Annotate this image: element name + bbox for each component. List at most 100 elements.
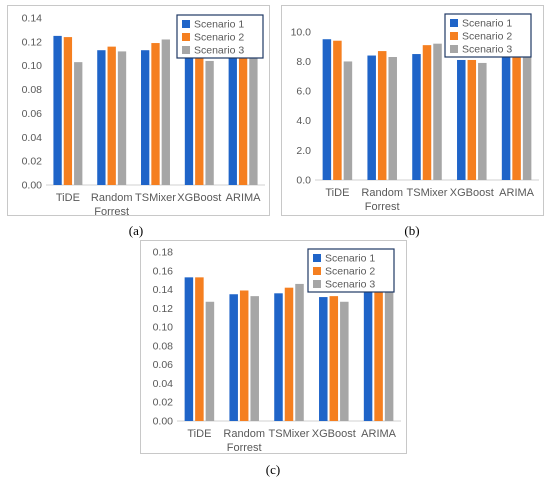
y-tick-label: 0.12 <box>22 36 43 48</box>
y-tick-label: 0.08 <box>22 84 43 96</box>
x-tick-label: Random <box>91 192 133 204</box>
bar-scenario-2 <box>195 277 204 421</box>
x-tick-label: TSMixer <box>407 187 448 199</box>
bar-scenario-2 <box>374 276 383 421</box>
x-tick-label: TSMixer <box>135 192 176 204</box>
x-tick-label: Random <box>361 187 403 199</box>
legend-swatch <box>313 267 321 275</box>
legend-swatch <box>313 254 321 262</box>
bar-scenario-2 <box>377 51 387 180</box>
legend-swatch <box>182 33 190 41</box>
x-tick-label: ARIMA <box>361 428 397 440</box>
x-tick-label: Forrest <box>94 206 129 217</box>
bar-scenario-1 <box>184 277 194 421</box>
y-tick-label: 0.14 <box>22 13 43 25</box>
bar-scenario-3 <box>161 39 170 185</box>
y-tick-label: 2.0 <box>296 145 311 157</box>
x-tick-label: XGBoost <box>450 187 494 199</box>
x-tick-label: Random <box>223 428 265 440</box>
y-tick-label: 4.0 <box>296 115 311 127</box>
legend-label: Scenario 2 <box>325 266 375 278</box>
bar-scenario-3 <box>205 60 214 185</box>
y-tick-label: 0.12 <box>153 303 174 315</box>
y-tick-label: 0.10 <box>153 322 174 334</box>
y-tick-label: 0.14 <box>153 284 174 296</box>
legend-label: Scenario 3 <box>194 45 244 57</box>
bar-scenario-3 <box>478 62 487 180</box>
bar-scenario-2 <box>467 59 477 180</box>
y-tick-label: 0.04 <box>153 378 174 390</box>
bar-scenario-2 <box>333 40 342 181</box>
bar-scenario-1 <box>412 54 421 180</box>
bar-scenario-1 <box>228 35 237 185</box>
legend-box <box>176 14 264 59</box>
chart-panel-b: 0.0 2.0 4.0 6.0 8.0 10.0 TiDE Random Forrest TSMi… <box>281 5 544 216</box>
bar-scenario-3 <box>340 301 349 421</box>
bar-scenario-2 <box>239 290 249 421</box>
bar-scenario-1 <box>53 35 62 185</box>
y-tick-label: 8.0 <box>296 56 311 68</box>
legend-box <box>444 13 532 58</box>
bar-scenario-2 <box>63 37 73 186</box>
bar-scenario-1 <box>319 297 328 421</box>
y-tick-label: 0.08 <box>153 340 174 352</box>
bar-scenario-2 <box>329 296 339 421</box>
y-tick-label: 6.0 <box>296 86 311 98</box>
bar-scenario-1 <box>184 56 194 185</box>
y-tick-label: 0.04 <box>22 132 43 144</box>
x-tick-label: ARIMA <box>226 192 262 204</box>
bar-scenario-1 <box>97 50 106 186</box>
y-tick-label: 0.02 <box>22 156 43 168</box>
bar-scenario-1 <box>274 293 283 421</box>
x-tick-label: XGBoost <box>312 428 356 440</box>
x-tick-label: TSMixer <box>269 428 310 440</box>
y-tick-label: 0.10 <box>22 60 43 72</box>
legend-label: Scenario 2 <box>194 32 244 44</box>
bar-scenario-3 <box>295 283 304 421</box>
x-tick-label: TiDE <box>56 192 80 204</box>
legend-label: Scenario 2 <box>462 31 512 43</box>
chart-panel-a: 0.00 0.02 0.04 0.06 0.08 0.10 0.12 0.14 TiDE Rand… <box>7 5 270 217</box>
y-tick-label: 0.00 <box>153 416 174 428</box>
bar-scenario-3 <box>250 296 259 421</box>
bar-scenario-1 <box>367 55 376 180</box>
bar-scenario-3 <box>74 62 83 185</box>
legend-label: Scenario 3 <box>325 279 375 291</box>
legend-label: Scenario 1 <box>462 18 512 30</box>
bar-scenario-2 <box>238 29 248 186</box>
legend-label: Scenario 1 <box>194 19 244 31</box>
x-tick-label: Forrest <box>227 442 262 454</box>
y-tick-label: 0.16 <box>153 265 174 277</box>
bar-scenario-1 <box>229 294 238 421</box>
bar-scenario-3 <box>384 276 394 421</box>
bar-scenario-3 <box>249 29 258 186</box>
bar-scenario-2 <box>284 287 294 421</box>
bar-scenario-3 <box>343 61 353 181</box>
caption-b: (b) <box>404 223 420 238</box>
legend-label: Scenario 1 <box>325 253 375 265</box>
x-tick-label: ARIMA <box>499 187 534 199</box>
legend-swatch <box>450 19 458 27</box>
caption-c: (c) <box>265 462 281 477</box>
bar-scenario-1 <box>141 50 150 186</box>
x-tick-label: XGBoost <box>177 192 221 204</box>
legend-label: Scenario 3 <box>462 44 512 56</box>
bar-scenario-1 <box>363 280 373 421</box>
y-tick-label: 0.06 <box>153 359 174 371</box>
legend-swatch <box>182 46 190 54</box>
legend-swatch <box>182 20 190 28</box>
bar-scenario-3 <box>433 43 442 180</box>
bar-scenario-3 <box>205 301 215 421</box>
legend-swatch <box>450 45 458 53</box>
legend-swatch <box>313 280 321 288</box>
legend-swatch <box>450 32 458 40</box>
chart-panel-c: 0.00 0.02 0.04 0.06 0.08 0.10 0.12 0.14 0.16 0.18… <box>140 240 407 454</box>
bar-scenario-3 <box>388 57 397 181</box>
bar-scenario-1 <box>322 39 332 181</box>
bar-scenario-1 <box>501 24 511 180</box>
x-tick-label: TiDE <box>187 428 211 440</box>
y-tick-label: 0.02 <box>153 397 174 409</box>
caption-a: (a) <box>128 223 144 238</box>
x-tick-label: TiDE <box>325 187 349 199</box>
bar-chart-c: 0.00 0.02 0.04 0.06 0.08 0.10 0.12 0.14 0.16 0.18… <box>153 247 401 454</box>
